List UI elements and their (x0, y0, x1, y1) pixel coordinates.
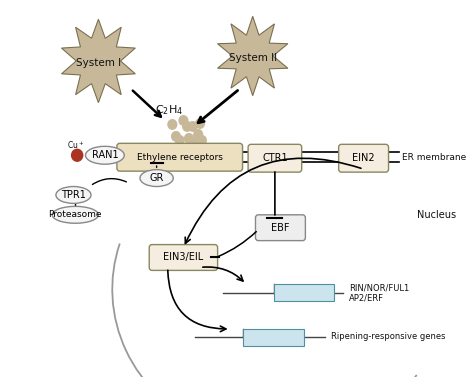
Text: RAN1: RAN1 (91, 150, 118, 160)
Text: Proteasome: Proteasome (48, 210, 102, 219)
Text: GR: GR (149, 173, 164, 183)
Text: Ethylene receptors: Ethylene receptors (137, 153, 223, 162)
FancyBboxPatch shape (149, 245, 218, 270)
Text: AP2/ERF: AP2/ERF (349, 294, 384, 303)
Circle shape (72, 149, 82, 161)
Circle shape (188, 121, 198, 132)
FancyBboxPatch shape (255, 215, 305, 241)
Circle shape (174, 135, 185, 146)
Text: System II: System II (228, 53, 277, 63)
Text: RIN/NOR/FUL1: RIN/NOR/FUL1 (349, 284, 409, 293)
Ellipse shape (56, 186, 91, 203)
Ellipse shape (85, 146, 124, 164)
Polygon shape (62, 19, 135, 103)
Text: Cu$^+$: Cu$^+$ (67, 139, 84, 151)
FancyBboxPatch shape (117, 143, 243, 171)
Text: CTR1: CTR1 (262, 153, 288, 163)
FancyBboxPatch shape (274, 284, 334, 301)
Polygon shape (218, 16, 288, 96)
FancyBboxPatch shape (244, 329, 303, 346)
Text: ER membrane: ER membrane (402, 153, 466, 162)
Text: EBF: EBF (271, 223, 290, 233)
Circle shape (167, 119, 177, 130)
Circle shape (193, 129, 203, 140)
Text: EIN3/EIL: EIN3/EIL (163, 253, 203, 262)
Ellipse shape (140, 170, 173, 186)
Text: TPR1: TPR1 (61, 190, 86, 200)
Circle shape (178, 115, 189, 126)
Text: Ripening-responsive genes: Ripening-responsive genes (331, 332, 446, 341)
Circle shape (184, 133, 194, 144)
Circle shape (182, 121, 192, 132)
Circle shape (197, 135, 207, 146)
Text: EIN2: EIN2 (352, 153, 375, 163)
FancyBboxPatch shape (338, 144, 389, 172)
FancyBboxPatch shape (248, 144, 301, 172)
Text: System I: System I (76, 58, 121, 68)
Text: Nucleus: Nucleus (417, 210, 456, 220)
Circle shape (171, 131, 181, 142)
Text: $\mathregular{C_2H_4}$: $\mathregular{C_2H_4}$ (155, 104, 183, 118)
Circle shape (195, 118, 205, 129)
Circle shape (190, 137, 200, 148)
Ellipse shape (52, 206, 99, 223)
